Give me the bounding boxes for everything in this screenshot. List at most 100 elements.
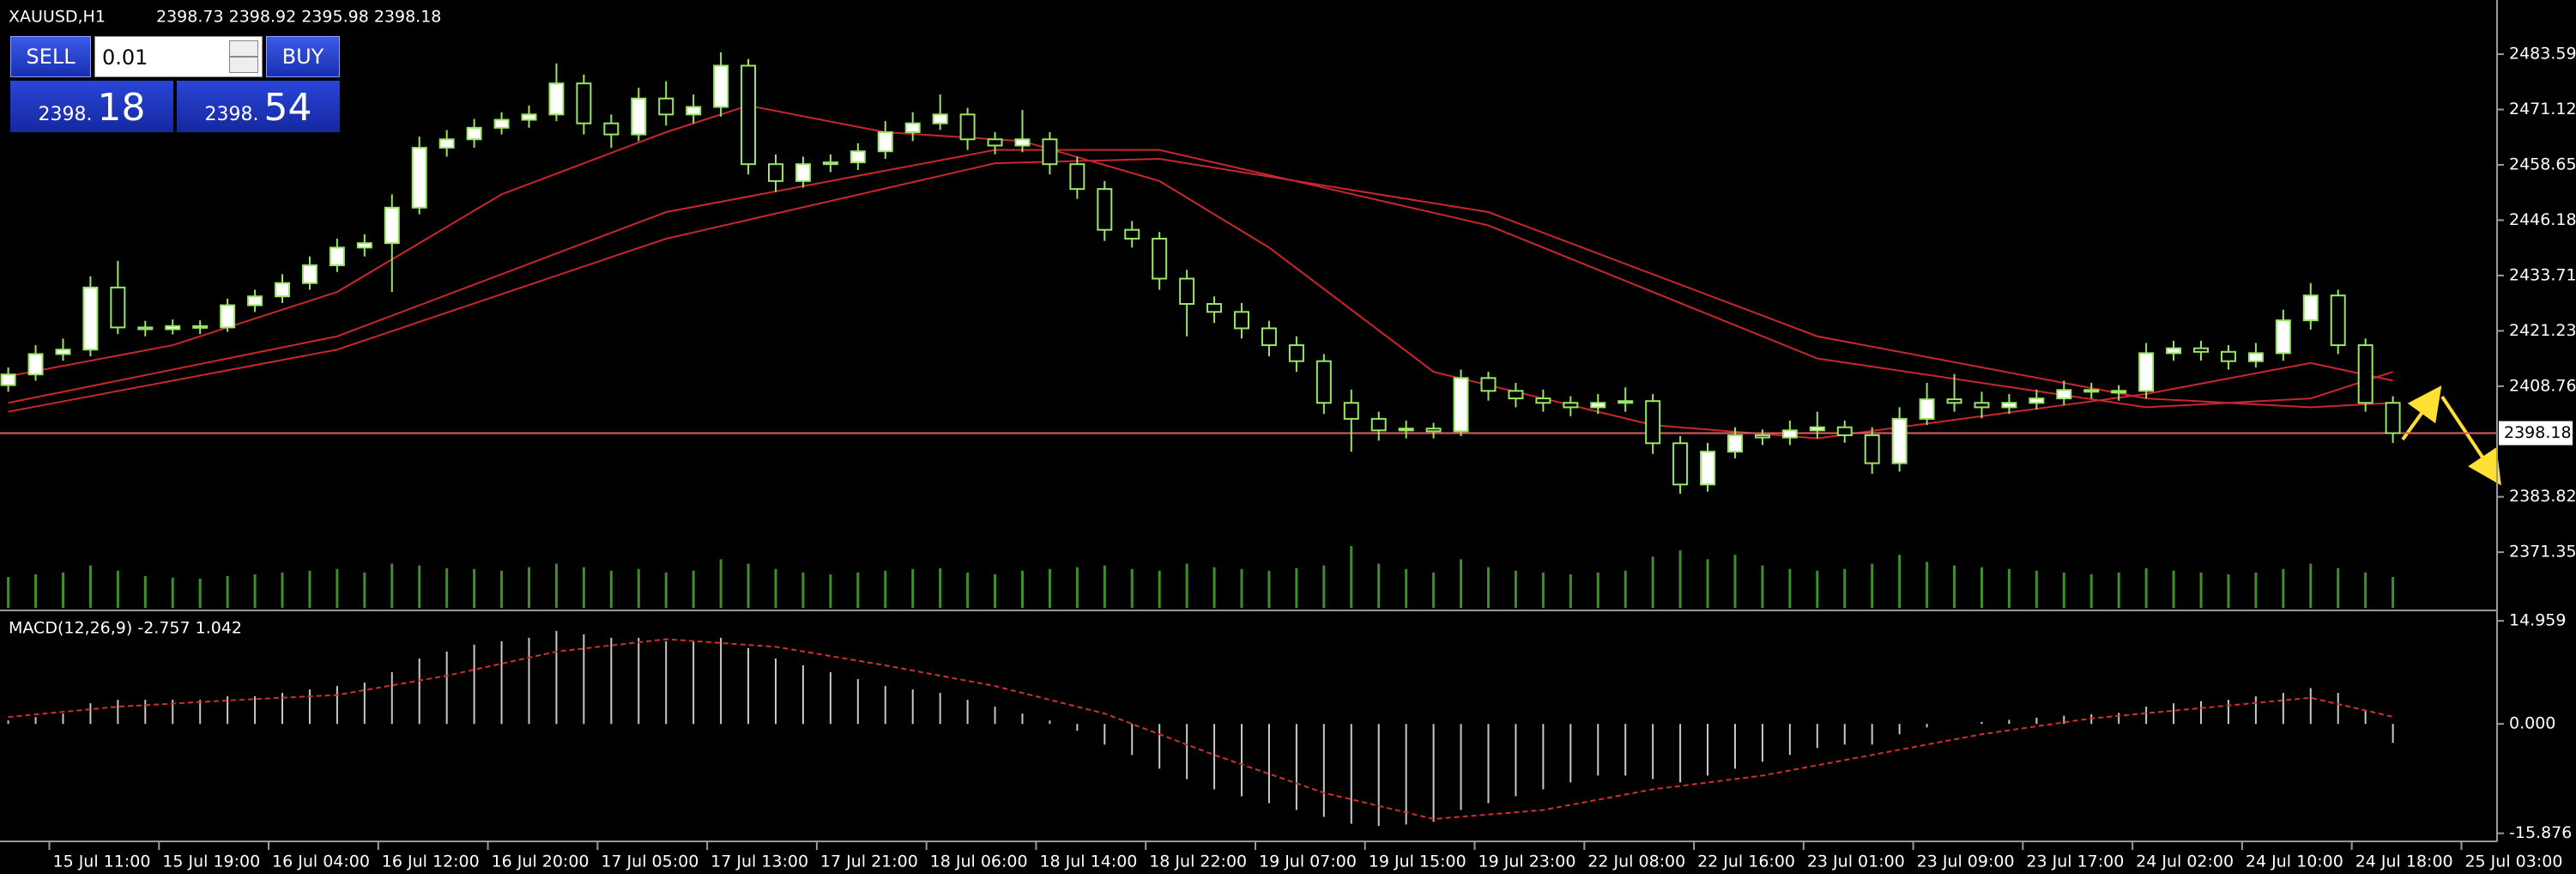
x-tick-label: 16 Jul 04:00 (272, 853, 370, 871)
x-tick-label: 23 Jul 01:00 (1807, 853, 1905, 871)
candle-body (1425, 428, 1442, 433)
candle-body (1343, 402, 1359, 420)
candle-body (1042, 138, 1058, 166)
ask-small: 54 (263, 86, 312, 130)
x-tick-label: 24 Jul 02:00 (2136, 853, 2234, 871)
candle-body (713, 64, 729, 108)
symbol: XAUUSD,H1 (9, 8, 106, 27)
candle-body (1097, 188, 1113, 231)
candle-body (741, 64, 757, 166)
x-tick-label: 15 Jul 11:00 (52, 853, 150, 871)
candle-body (1315, 360, 1332, 404)
candle-body (1618, 400, 1634, 404)
candle-body (2357, 344, 2373, 404)
candle-body (27, 353, 44, 376)
candle-body (1453, 377, 1469, 433)
candle-body (631, 97, 647, 136)
candle-body (82, 286, 99, 351)
candle-body (2111, 390, 2127, 394)
candle-body (2001, 402, 2017, 409)
candle-body (1836, 426, 1853, 436)
candle-body (301, 264, 317, 284)
y-tick-label: 0.000 (2509, 714, 2555, 733)
candle-body (1508, 390, 1524, 400)
candle-body (1590, 402, 1606, 409)
x-tick-label: 17 Jul 05:00 (601, 853, 698, 871)
candle-body (2056, 389, 2072, 400)
candle-body (165, 325, 181, 331)
candle-body (1370, 417, 1387, 432)
x-tick-label: 18 Jul 14:00 (1039, 853, 1137, 871)
x-tick-label: 18 Jul 06:00 (930, 853, 1028, 871)
candle-body (2275, 319, 2291, 355)
candle-body (2385, 402, 2401, 434)
lot-input[interactable]: 0.01 (94, 36, 263, 77)
candle-body (2330, 294, 2346, 347)
bid-quote[interactable]: 2398. 18 (10, 81, 173, 132)
candle-body (521, 113, 537, 121)
candle-body (110, 286, 126, 329)
x-tick-label: 25 Jul 03:00 (2464, 853, 2562, 871)
candle-body (2247, 352, 2264, 362)
candle-body (356, 242, 372, 249)
bid-small: 18 (97, 86, 146, 130)
candle-body (603, 122, 620, 136)
candle-body (220, 304, 236, 329)
candle-body (1069, 163, 1085, 191)
x-tick-label: 19 Jul 15:00 (1369, 853, 1466, 871)
candle-body (1919, 398, 1935, 420)
candle-body (767, 163, 783, 182)
indicator-title: MACD(12,26,9) -2.757 1.042 (9, 619, 242, 638)
candle-body (1700, 451, 1716, 486)
candle-body (275, 282, 290, 298)
candle-body (658, 97, 674, 116)
candle-body (2302, 294, 2319, 322)
candle-body (932, 113, 948, 124)
candle-body (1727, 434, 1743, 453)
y-tick-label: 2383.82 (2509, 487, 2576, 506)
candle-body (2220, 350, 2236, 362)
candle-body (877, 131, 893, 153)
candle-body (247, 295, 263, 307)
candle-body (548, 82, 565, 116)
candle-body (1974, 402, 1990, 409)
x-tick-label: 17 Jul 13:00 (711, 853, 808, 871)
candle-body (1891, 417, 1908, 464)
candle-body (576, 82, 592, 124)
x-tick-label: 19 Jul 07:00 (1259, 853, 1357, 871)
sell-button[interactable]: SELL (10, 36, 91, 77)
spin-down[interactable] (229, 57, 258, 73)
spin-up[interactable] (229, 40, 258, 57)
candle-body (850, 150, 866, 164)
candle-body (0, 373, 16, 386)
ask-quote[interactable]: 2398. 54 (177, 81, 340, 132)
y-tick-label: 2421.23 (2509, 321, 2576, 340)
candle-body (493, 118, 510, 129)
candle-body (1261, 327, 1277, 347)
candle-body (1124, 228, 1140, 240)
candle-body (959, 113, 976, 141)
x-tick-label: 15 Jul 19:00 (162, 853, 260, 871)
candle-body (411, 147, 427, 209)
x-tick-label: 23 Jul 17:00 (2026, 853, 2124, 871)
candle-body (686, 106, 702, 116)
candle-body (329, 246, 345, 267)
candle-body (2166, 347, 2182, 355)
candle-body (795, 163, 811, 182)
buy-button[interactable]: BUY (266, 36, 340, 77)
x-tick-label: 23 Jul 09:00 (1917, 853, 2015, 871)
candle-body (1014, 138, 1031, 147)
candle-body (2029, 398, 2045, 404)
candle-body (1288, 344, 1304, 362)
x-tick-label: 22 Jul 16:00 (1697, 853, 1795, 871)
y-tick-label: 2371.35 (2509, 543, 2576, 561)
moving-average (8, 158, 2393, 413)
candle-body (2138, 352, 2155, 392)
x-tick-label: 22 Jul 08:00 (1587, 853, 1685, 871)
candle-body (1672, 442, 1689, 486)
one-click-panel: SELL 0.01 BUY 2398. 18 2398. 54 (9, 36, 340, 132)
moving-average (8, 149, 2393, 409)
y-tick-label: 2433.71 (2509, 265, 2576, 284)
moving-average (8, 104, 2393, 440)
